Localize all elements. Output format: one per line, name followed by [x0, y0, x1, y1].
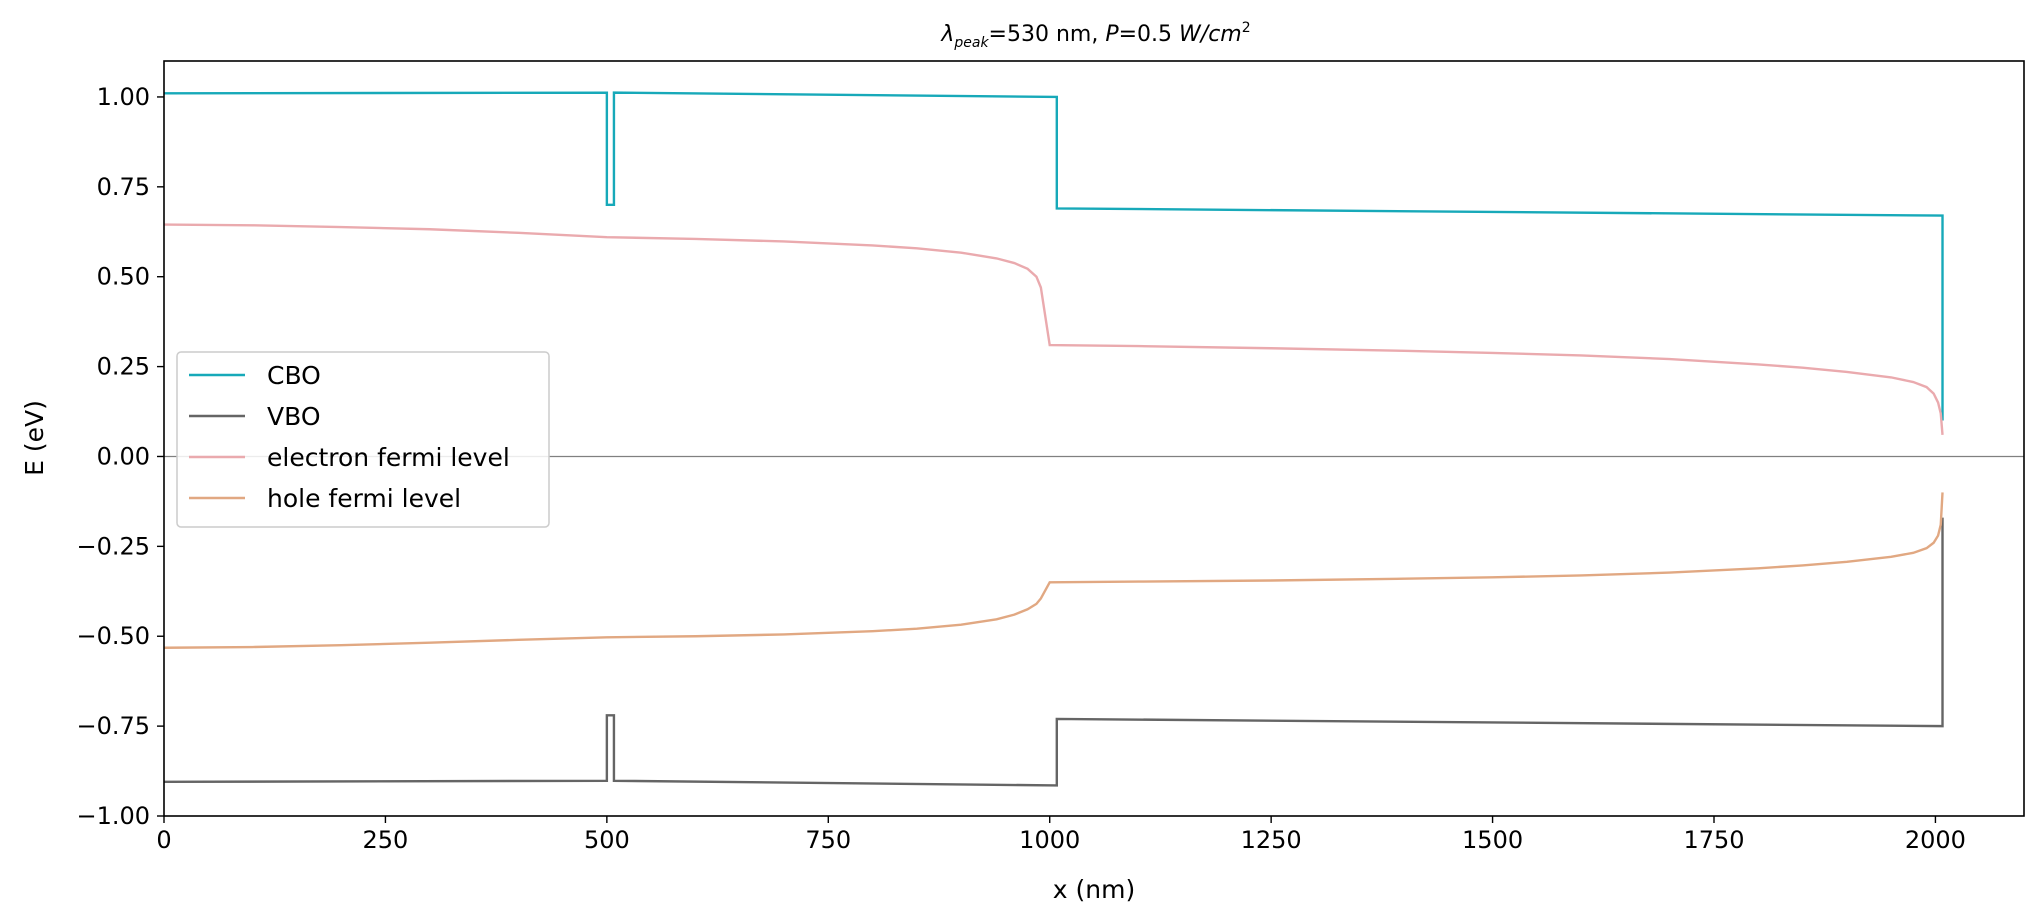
legend-label-cbo: CBO [267, 361, 321, 390]
legend-label-electron-fermi-level: electron fermi level [267, 443, 510, 472]
y-tick-label: −0.25 [76, 532, 150, 560]
x-tick-label: 0 [156, 826, 171, 854]
y-axis-ticks: −1.00 −0.75 −0.50 −0.25 0.00 0.25 0.50 0.75 1.00 [76, 83, 164, 830]
x-tick-label: 1250 [1241, 826, 1302, 854]
x-tick-label: 2000 [1905, 826, 1966, 854]
x-tick-label: 750 [805, 826, 851, 854]
x-tick-label: 1000 [1019, 826, 1080, 854]
series-line-electron-fermi-level [163, 223, 1944, 435]
x-axis-ticks: 0 250 500 750 1000 1250 1500 1750 2000 [156, 816, 1966, 854]
series-line-hole-fermi-level [163, 492, 1944, 649]
y-tick-label: 1.00 [97, 83, 150, 111]
y-tick-label: −1.00 [76, 802, 150, 830]
y-tick-label: 0.00 [97, 442, 150, 470]
x-tick-label: 1750 [1683, 826, 1744, 854]
y-tick-label: −0.50 [76, 622, 150, 650]
y-tick-label: 0.50 [97, 263, 150, 291]
y-tick-label: −0.75 [76, 712, 150, 740]
plot-frame [163, 60, 2025, 817]
series-line-cbo [163, 91, 1944, 421]
legend: CBO VBO electron fermi level hole fermi lev… [176, 351, 550, 528]
x-tick-label: 1500 [1462, 826, 1523, 854]
x-tick-label: 500 [584, 826, 630, 854]
y-axis-label: E (eV) [20, 400, 49, 476]
y-tick-label: 0.25 [97, 353, 150, 381]
chart-title: λpeak=530 nm, P=0.5 W/cm2 [940, 20, 1250, 51]
x-axis-label: x (nm) [1053, 875, 1135, 904]
y-tick-label: 0.75 [97, 173, 150, 201]
legend-label-vbo: VBO [267, 402, 321, 431]
x-tick-label: 250 [363, 826, 409, 854]
legend-box [176, 351, 550, 528]
series-line-vbo [163, 517, 1944, 787]
legend-label-hole-fermi-level: hole fermi level [267, 484, 461, 513]
